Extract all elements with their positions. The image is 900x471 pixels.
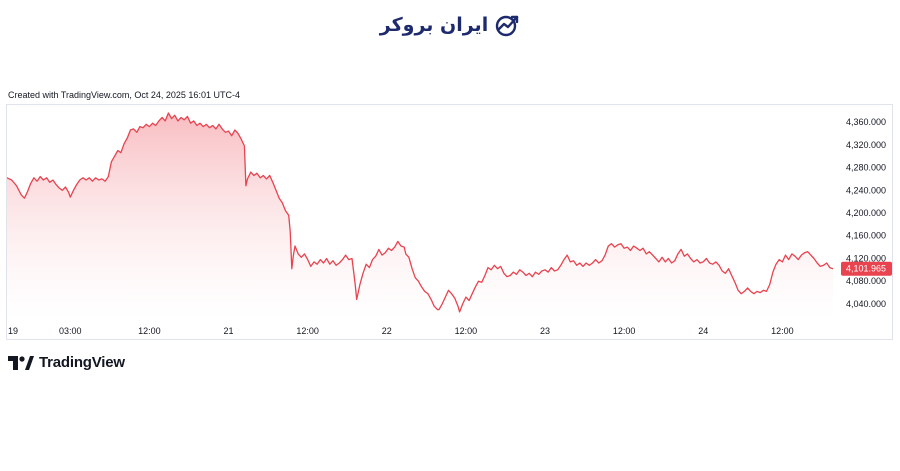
y-tick-label: 4,080.000 (846, 276, 886, 286)
x-tick-label: 12:00 (771, 326, 794, 336)
y-tick-label: 4,240.000 (846, 185, 886, 195)
x-tick-label: 12:00 (296, 326, 319, 336)
x-tick-label: 12:00 (613, 326, 636, 336)
y-tick-label: 4,120.000 (846, 253, 886, 263)
y-tick-label: 4,360.000 (846, 117, 886, 127)
chart-frame[interactable]: 4,360.000 4,320.000 4,280.000 4,240.000 4,20… (6, 104, 893, 340)
tradingview-logo-icon (8, 355, 34, 370)
y-tick-label: 4,040.000 (846, 299, 886, 309)
last-price-tag-bg (841, 261, 892, 276)
x-tick-label: 23 (540, 326, 550, 336)
x-tick-label: 21 (224, 326, 234, 336)
price-area-fill (7, 113, 833, 321)
x-tick-label: 12:00 (138, 326, 161, 336)
x-tick-label: 19 (8, 326, 18, 336)
price-line[interactable] (7, 112, 834, 313)
y-tick-label: 4,320.000 (846, 140, 886, 150)
brand-name: ایران بروکر (379, 14, 489, 36)
tradingview-logo-text: TradingView (39, 354, 125, 371)
last-price-label: 4,101.965 (846, 264, 886, 274)
chart-caption: Created with TradingView.com, Oct 24, 20… (8, 90, 240, 100)
x-tick-label: 22 (382, 326, 392, 336)
x-tick-label: 12:00 (455, 326, 478, 336)
price-chart[interactable]: 4,360.000 4,320.000 4,280.000 4,240.000 4,20… (7, 105, 894, 341)
y-tick-label: 4,160.000 (846, 231, 886, 241)
y-tick-label: 4,200.000 (846, 208, 886, 218)
trend-chart-logo-icon (496, 15, 519, 37)
x-tick-label: 03:00 (59, 326, 82, 336)
brand-header: ایران بروکر (0, 10, 900, 40)
y-tick-label: 4,280.000 (846, 163, 886, 173)
x-tick-label: 24 (698, 326, 708, 336)
tradingview-logo[interactable]: TradingView (8, 354, 125, 371)
last-price-tag: 4,101.965 (841, 261, 892, 276)
